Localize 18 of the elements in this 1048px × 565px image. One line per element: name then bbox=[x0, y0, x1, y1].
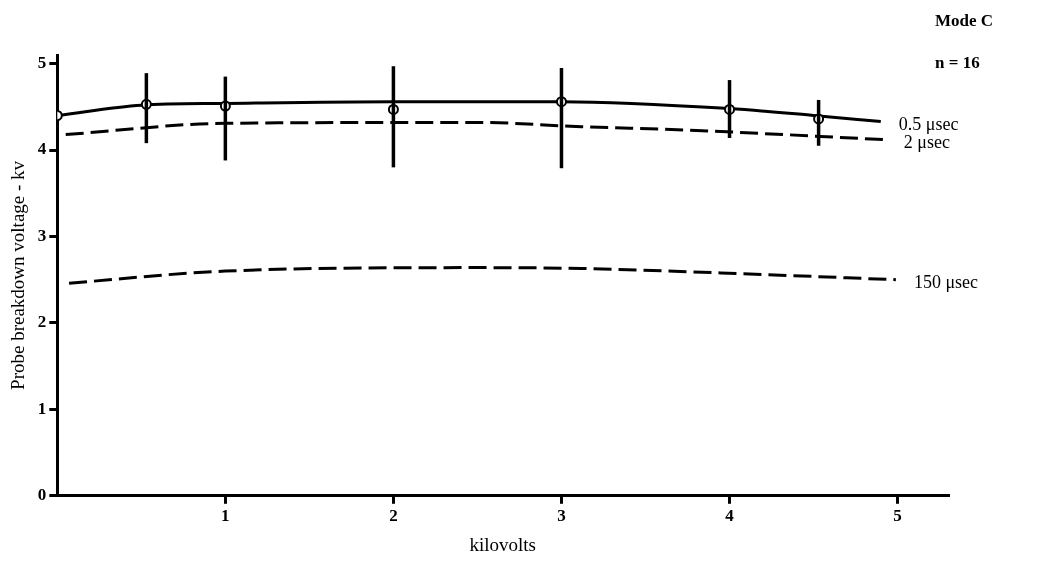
y-tick-label: 1 bbox=[37, 398, 47, 418]
annotation: n = 16 bbox=[935, 53, 980, 73]
y-tick-label: 4 bbox=[37, 139, 47, 159]
y-tick-label: 5 bbox=[37, 53, 47, 73]
y-tick-label: 0 bbox=[37, 485, 47, 505]
series-label: 150 μsec bbox=[913, 272, 979, 293]
y-axis-title: Probe breakdown voltage - kv bbox=[7, 160, 29, 390]
x-tick-label: 1 bbox=[221, 506, 230, 526]
text: Mode C bbox=[935, 11, 994, 31]
x-tick-label: 2 bbox=[389, 506, 398, 526]
x-axis-title: kilovolts bbox=[469, 533, 536, 555]
y-tick-label: 2 bbox=[37, 312, 47, 332]
series-label: 0.5 μsec bbox=[898, 114, 959, 135]
x-tick-label: 4 bbox=[725, 506, 735, 526]
line-series bbox=[67, 266, 898, 285]
y-tick-label: 3 bbox=[37, 225, 47, 245]
x-tick-label: 3 bbox=[557, 506, 566, 526]
x-tick-label: 5 bbox=[893, 506, 902, 526]
